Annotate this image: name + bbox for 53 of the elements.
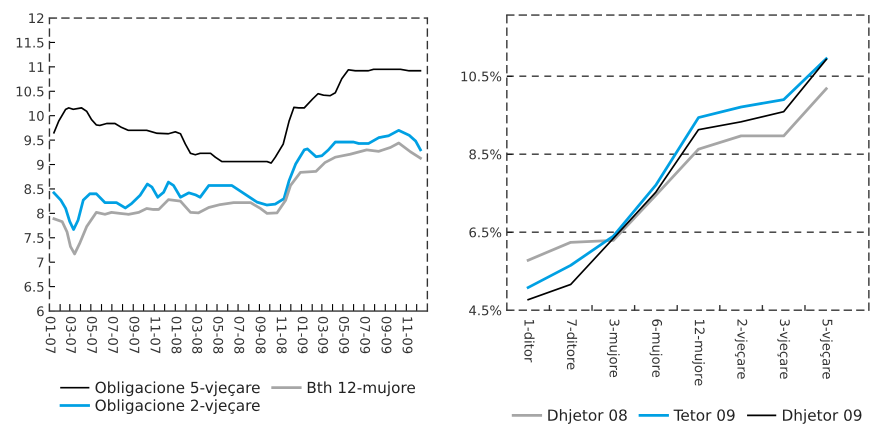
y-tick-label: 8.5% — [469, 149, 502, 160]
x-tick-label: 09-07 — [129, 316, 140, 354]
y-tick-label: 10 — [29, 110, 44, 121]
y-tick-label: 6 — [37, 306, 44, 316]
x-tick-label: 07-09 — [360, 316, 370, 354]
x-tick-label: 05-09 — [339, 316, 350, 354]
x-tick-label: 05-08 — [213, 316, 224, 354]
y-tick-label: 11 — [29, 62, 44, 72]
x-tick-label: 5-vjeçare — [820, 320, 833, 379]
y-tick-label: 6.5 — [24, 282, 44, 292]
y-tick-label: 7.5 — [24, 233, 44, 243]
y-tick-label: 4.5% — [469, 305, 502, 316]
y-tick-label: 8 — [37, 208, 44, 219]
y-tick-label: 9 — [37, 160, 44, 170]
x-tick-label: 2-vjeçare — [734, 319, 748, 379]
x-tick-label: 7-ditore — [566, 320, 578, 370]
x-tick-label: 01-07 — [46, 316, 56, 354]
x-tick-label: 1-ditor — [524, 320, 535, 362]
x-tick-label: 03-07 — [66, 316, 76, 354]
x-tick-label: 09-08 — [256, 316, 266, 354]
legend-label: Dhjetor 09 — [783, 409, 862, 424]
legend-label: Obligacione 2-vjeçare — [96, 399, 260, 414]
x-tick-label: 6-mujore — [650, 319, 662, 378]
legend-label: Bth 12-mujore — [308, 381, 415, 396]
x-tick-label: 07-08 — [234, 316, 244, 354]
y-tick-label: 11.5 — [16, 38, 44, 48]
y-tick-label: 6.5% — [469, 227, 502, 238]
x-tick-label: 11-07 — [150, 317, 160, 354]
x-tick-label: 3-vjeçare — [777, 320, 790, 379]
line-series — [53, 68, 422, 164]
y-tick-label: 9.5 — [24, 135, 44, 146]
legend-label: Tetor 09 — [674, 409, 735, 421]
x-tick-label: 01-09 — [298, 316, 308, 354]
x-tick-label: 09-09 — [381, 316, 392, 354]
y-tick-label: 8.5 — [24, 184, 44, 194]
x-tick-label: 01-08 — [171, 316, 182, 354]
x-tick-label: 3-mujore — [606, 320, 620, 378]
x-tick-label: 11-09 — [402, 317, 412, 354]
line-series — [52, 128, 422, 231]
x-tick-label: 11-08 — [276, 317, 287, 354]
x-tick-label: 03-09 — [318, 316, 328, 354]
x-tick-label: 07-07 — [108, 316, 118, 354]
legend-label: Obligacione 5-vjeçare — [96, 381, 260, 396]
y-tick-label: 7 — [37, 258, 44, 268]
x-tick-label: 03-08 — [192, 316, 202, 354]
line-series — [52, 142, 422, 256]
y-tick-label: 10.5 — [16, 86, 44, 96]
legend-label: Dhjetor 08 — [548, 409, 627, 424]
x-tick-label: 12-mujore — [692, 320, 705, 386]
x-tick-label: 05-07 — [87, 316, 97, 354]
line-series — [526, 87, 828, 262]
y-tick-label: 10.5% — [462, 71, 502, 82]
y-tick-label: 12 — [29, 13, 44, 24]
